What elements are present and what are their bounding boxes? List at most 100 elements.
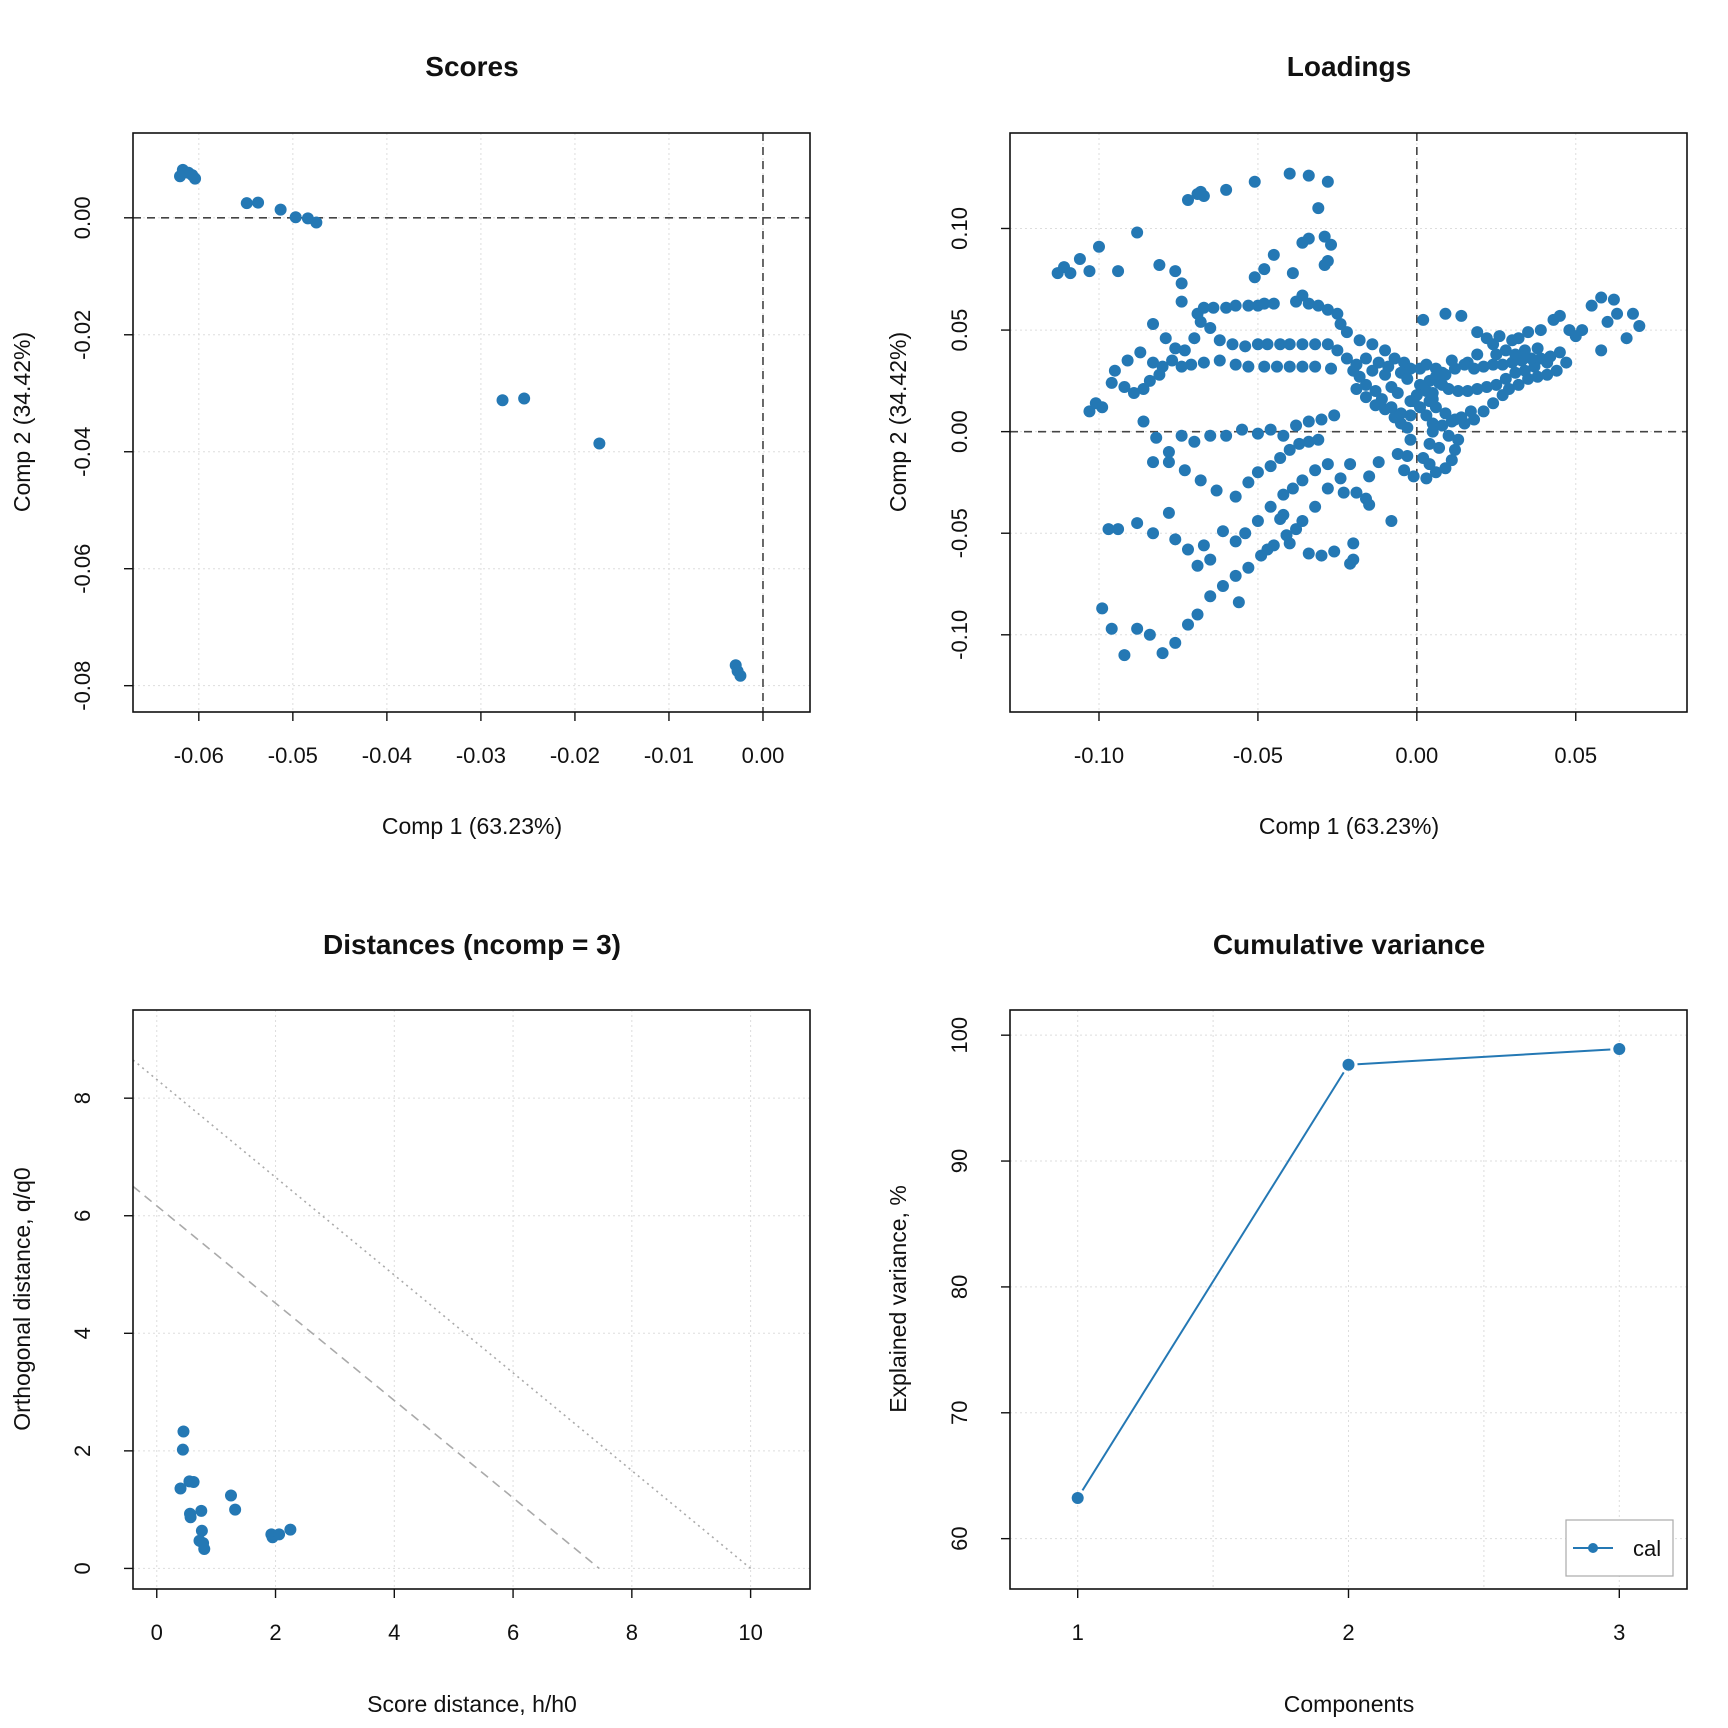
loadings-y-axis: 0.10 0.05 0.00 -0.05 -0.10 xyxy=(947,207,1010,660)
loadings-point xyxy=(1083,405,1096,418)
scores-point xyxy=(274,203,287,216)
loadings-point xyxy=(1283,360,1296,373)
distances-panel: Distances (ncomp = 3) 0 2 4 6 8 10 0 2 4 6 8 Scor… xyxy=(9,929,811,1717)
loadings-point xyxy=(1534,352,1547,365)
distances-y-tick-label: 0 xyxy=(70,1562,95,1574)
loadings-point xyxy=(1290,523,1303,536)
loadings-point xyxy=(1251,338,1264,351)
distances-point xyxy=(224,1489,237,1502)
loadings-point xyxy=(1251,515,1264,528)
loadings-point xyxy=(1423,437,1436,450)
loadings-point xyxy=(1340,326,1353,339)
loadings-point xyxy=(1143,628,1156,641)
loadings-point xyxy=(1385,515,1398,528)
loadings-point xyxy=(1401,372,1414,385)
variance-title: Cumulative variance xyxy=(1213,929,1485,960)
loadings-point xyxy=(1229,490,1242,503)
loadings-point xyxy=(1509,366,1522,379)
scores-point xyxy=(593,437,606,450)
loadings-y-tick-label: -0.05 xyxy=(947,508,972,558)
scores-title: Scores xyxy=(425,51,518,82)
distances-point xyxy=(284,1523,297,1536)
scores-point xyxy=(496,394,509,407)
loadings-point xyxy=(1286,267,1299,280)
loadings-plot-frame xyxy=(1009,132,1688,713)
loadings-point xyxy=(1102,523,1115,536)
loadings-point xyxy=(1274,338,1287,351)
cumulative_variance-y-tick-label: 90 xyxy=(947,1149,972,1173)
loadings-point xyxy=(1417,313,1430,326)
loadings-point xyxy=(1175,295,1188,308)
variance-legend-label: cal xyxy=(1633,1536,1661,1561)
distances-x-tick-label: 6 xyxy=(507,1620,519,1645)
loadings-point xyxy=(1595,344,1608,357)
loadings-point xyxy=(1188,435,1201,448)
loadings-point xyxy=(1220,429,1233,442)
loadings-point xyxy=(1452,385,1465,398)
loadings-point xyxy=(1328,409,1341,422)
loadings-point xyxy=(1131,517,1144,530)
scores-plot-frame xyxy=(132,132,811,713)
loadings-point xyxy=(1175,277,1188,290)
loadings-point xyxy=(1312,433,1325,446)
loadings-points xyxy=(1051,167,1646,662)
distances-y-tick-label: 2 xyxy=(70,1445,95,1457)
loadings-point xyxy=(1166,354,1179,367)
loadings-point xyxy=(1445,454,1458,467)
loadings-point xyxy=(1178,464,1191,477)
cumulative_variance-y-tick-label: 60 xyxy=(947,1526,972,1550)
loadings-point xyxy=(1455,309,1468,322)
loadings-point xyxy=(1283,167,1296,180)
loadings-point xyxy=(1153,259,1166,272)
loadings-point xyxy=(1309,500,1322,513)
loadings-point xyxy=(1207,301,1220,314)
distances-x-axis: 0 2 4 6 8 10 xyxy=(151,1589,763,1645)
loadings-point xyxy=(1420,409,1433,422)
loadings-point xyxy=(1620,332,1633,345)
loadings-point xyxy=(1325,238,1338,251)
loadings-point xyxy=(1204,553,1217,566)
loadings-point xyxy=(1210,484,1223,497)
scores-grid xyxy=(133,133,810,712)
loadings-point xyxy=(1147,527,1160,540)
loadings-point xyxy=(1318,259,1331,272)
loadings-point xyxy=(1337,486,1350,499)
cumulative_variance-series-segment xyxy=(1357,1048,1611,1066)
loadings-point xyxy=(1147,317,1160,330)
loadings-panel: Loadings -0.10 -0.05 0.00 0.05 0.10 0.05 0.00… xyxy=(885,51,1688,839)
loadings-grid xyxy=(1010,133,1687,712)
variance-x-axis-label: Components xyxy=(1284,1691,1414,1717)
loadings-point xyxy=(1261,543,1274,556)
cumulative_variance-series-point xyxy=(1613,1043,1626,1056)
distances-x-tick-label: 8 xyxy=(626,1620,638,1645)
loadings-point xyxy=(1197,539,1210,552)
loadings-point xyxy=(1375,393,1388,406)
loadings-point xyxy=(1220,183,1233,196)
cumulative_variance-series-point xyxy=(1071,1491,1084,1504)
loadings-point xyxy=(1108,364,1121,377)
loadings-point xyxy=(1534,324,1547,337)
loadings-point xyxy=(1493,330,1506,343)
scores-point xyxy=(174,170,187,183)
loadings-point xyxy=(1185,358,1198,371)
loadings-point xyxy=(1169,265,1182,278)
loadings-point xyxy=(1325,362,1338,375)
loadings-point xyxy=(1458,358,1471,371)
loadings-reference-lines xyxy=(1010,133,1687,712)
loadings-point xyxy=(1302,435,1315,448)
loadings-point xyxy=(1156,647,1169,660)
loadings-point xyxy=(1169,533,1182,546)
loadings-point xyxy=(1426,393,1439,406)
loadings-point xyxy=(1147,456,1160,469)
loadings-title: Loadings xyxy=(1287,51,1411,82)
loadings-point xyxy=(1385,401,1398,414)
loadings-point xyxy=(1436,419,1449,432)
loadings-point xyxy=(1242,360,1255,373)
loadings-point xyxy=(1312,299,1325,312)
loadings-point xyxy=(1274,452,1287,465)
variance-x-axis: 1 2 3 xyxy=(1072,1589,1625,1645)
loadings-point xyxy=(1490,348,1503,361)
loadings-point xyxy=(1347,364,1360,377)
loadings-point xyxy=(1213,354,1226,367)
